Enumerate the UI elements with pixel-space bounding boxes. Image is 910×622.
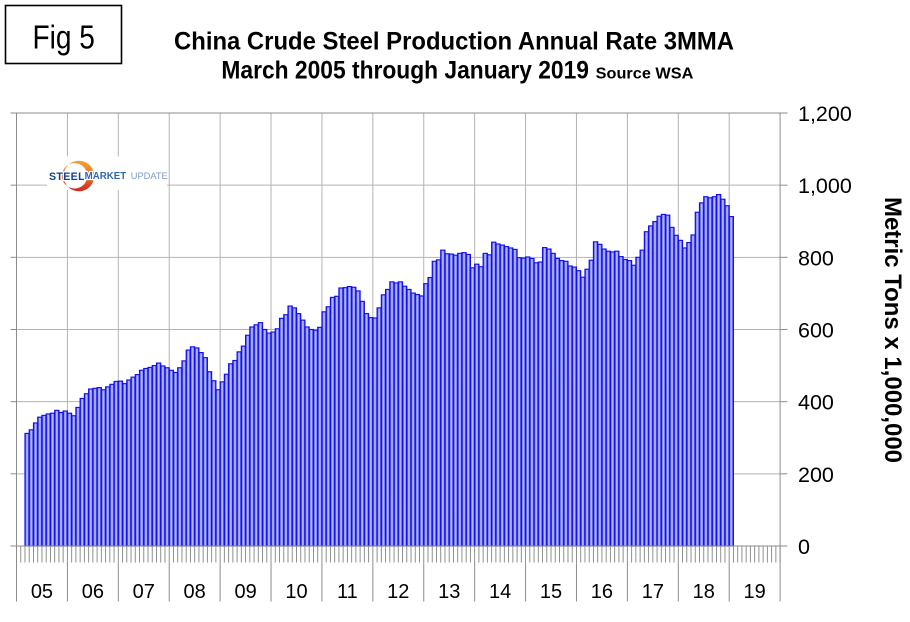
svg-text:07: 07 [133, 581, 155, 603]
svg-text:15: 15 [540, 581, 562, 603]
svg-text:1,200: 1,200 [798, 102, 852, 126]
svg-text:600: 600 [798, 319, 834, 343]
svg-text:UPDATE: UPDATE [131, 171, 168, 182]
svg-text:400: 400 [798, 391, 834, 415]
svg-text:200: 200 [798, 463, 834, 487]
svg-text:0: 0 [798, 535, 810, 559]
svg-text:05: 05 [31, 581, 53, 603]
svg-text:Fig 5: Fig 5 [33, 19, 95, 56]
svg-text:MARKET: MARKET [85, 171, 127, 182]
svg-text:19: 19 [744, 581, 766, 603]
svg-text:10: 10 [285, 581, 307, 603]
svg-text:14: 14 [489, 581, 511, 603]
svg-text:06: 06 [82, 581, 104, 603]
svg-text:Metric Tons x 1,000,000: Metric Tons x 1,000,000 [879, 197, 906, 463]
svg-text:17: 17 [642, 581, 664, 603]
svg-text:16: 16 [591, 581, 613, 603]
svg-text:Source WSA: Source WSA [596, 66, 694, 83]
svg-text:13: 13 [438, 581, 460, 603]
svg-text:1,000: 1,000 [798, 174, 852, 198]
svg-text:12: 12 [387, 581, 409, 603]
svg-text:STEEL: STEEL [49, 171, 85, 183]
svg-text:09: 09 [234, 581, 256, 603]
svg-text:800: 800 [798, 246, 834, 270]
svg-text:08: 08 [184, 581, 206, 603]
svg-text:March 2005 through January 201: March 2005 through January 2019 [221, 58, 589, 85]
svg-text:11: 11 [337, 581, 358, 603]
svg-text:China Crude Steel Production A: China Crude Steel Production Annual Rate… [174, 29, 734, 56]
svg-text:18: 18 [693, 581, 715, 603]
